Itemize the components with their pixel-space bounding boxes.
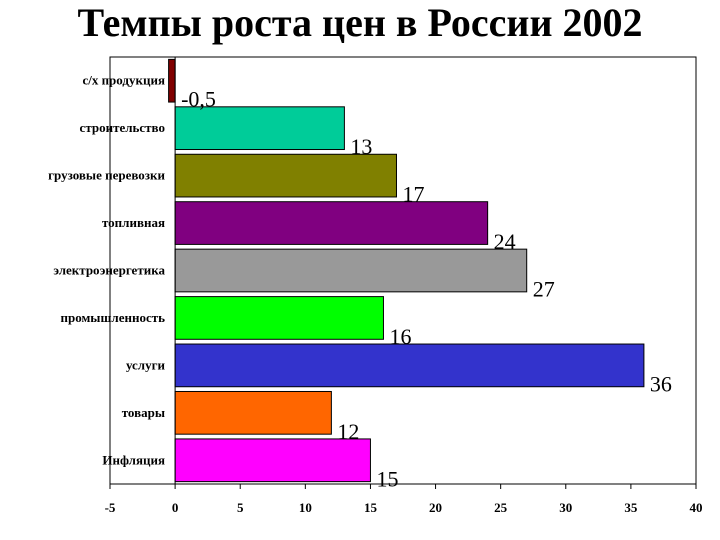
bar	[174, 106, 345, 151]
bar	[174, 153, 397, 198]
category-label: электроэнергетика	[53, 263, 165, 278]
bar-value-label: 12	[337, 419, 359, 444]
bar-value-label: 13	[350, 134, 372, 159]
bar	[174, 438, 371, 483]
x-tick-label: -5	[105, 500, 116, 515]
bar-value-label: -0,5	[181, 87, 216, 112]
bar	[174, 201, 489, 245]
x-tick-label: 20	[429, 500, 442, 515]
x-tick-label: 5	[237, 500, 244, 515]
x-tick-label: 30	[559, 500, 572, 515]
x-tick-label: 25	[494, 500, 508, 515]
x-tick-label: 0	[172, 500, 179, 515]
category-label: услуги	[126, 357, 166, 372]
bar	[174, 390, 332, 435]
x-tick-label: 15	[364, 500, 378, 515]
bar	[174, 248, 528, 293]
category-label: промышленность	[60, 310, 165, 325]
category-label: грузовые перевозки	[48, 168, 165, 183]
category-label: топливная	[102, 215, 165, 230]
category-label: Инфляция	[102, 452, 165, 467]
chart-title: Темпы роста цен в России 2002	[77, 0, 643, 45]
x-tick-label: 40	[690, 500, 703, 515]
bar	[168, 58, 176, 103]
bar	[174, 343, 645, 388]
category-label: с/х продукция	[82, 73, 165, 88]
bar-value-label: 17	[402, 182, 424, 207]
bar-value-label: 27	[533, 277, 555, 302]
x-tick-label: 35	[624, 500, 638, 515]
bar-value-label: 15	[376, 466, 398, 491]
bar-value-label: 36	[650, 371, 672, 396]
x-tick-label: 10	[299, 500, 312, 515]
category-label: строительство	[80, 120, 165, 135]
category-label: товары	[122, 405, 165, 420]
bar-value-label: 16	[389, 324, 411, 349]
bar	[174, 296, 384, 340]
bar-value-label: 24	[494, 229, 516, 254]
